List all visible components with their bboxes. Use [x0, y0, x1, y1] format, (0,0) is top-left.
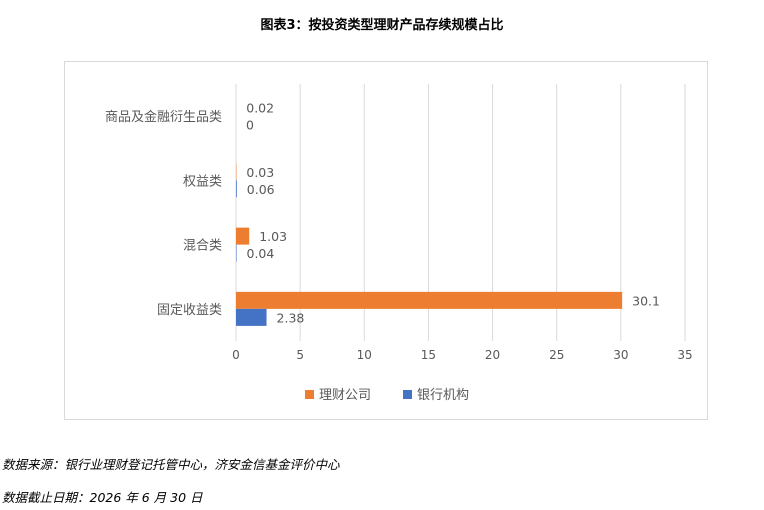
- bar-licai-gongsi: [236, 291, 623, 309]
- x-tick-label: 5: [296, 348, 304, 362]
- bar-chart: 0 5 10 15 20 25 30 35 商品及金融衍生品类 0.02 0 权益类 0.03 0.06 混…: [105, 84, 693, 403]
- data-label: 0.04: [247, 246, 275, 261]
- data-label: 0.02: [246, 101, 274, 116]
- data-label: 0.06: [247, 182, 275, 197]
- x-tick-label: 25: [549, 348, 564, 362]
- x-tick-label: 35: [677, 348, 692, 362]
- x-tick-label: 30: [613, 348, 628, 362]
- x-tick-label: 15: [421, 348, 436, 362]
- bar-yinhang-jigou: [236, 180, 237, 198]
- y-category-label: 权益类: [183, 173, 222, 189]
- bar-yinhang-jigou: [236, 244, 237, 262]
- legend-swatch-yinhang-jigou: [403, 390, 412, 399]
- data-label: 0: [246, 118, 254, 133]
- date-note: 数据截止日期：2026 年 6 月 30 日: [2, 490, 203, 505]
- figure-title: 图表3：按投资类型理财产品存续规模占比: [260, 18, 504, 33]
- bar-licai-gongsi: [236, 227, 250, 245]
- x-tick-label: 20: [485, 348, 500, 362]
- y-category-label: 固定收益类: [157, 303, 222, 318]
- x-tick-label: 0: [232, 348, 240, 362]
- data-label: 30.1: [632, 293, 660, 308]
- legend-swatch-licai-gongsi: [305, 390, 314, 399]
- legend-label: 理财公司: [319, 388, 371, 403]
- x-tick-label: 10: [357, 348, 372, 362]
- y-category-label: 商品及金融衍生品类: [105, 109, 222, 125]
- y-category-label: 混合类: [183, 239, 222, 254]
- bar-yinhang-jigou: [236, 308, 267, 326]
- chart-area: 0 5 10 15 20 25 30 35 商品及金融衍生品类 0.02 0 权益类 0.03 0.06 混…: [64, 61, 708, 420]
- data-label: 0.03: [246, 165, 274, 180]
- data-label: 1.03: [259, 229, 287, 244]
- legend-label: 银行机构: [417, 388, 469, 403]
- data-label: 2.38: [277, 310, 305, 325]
- source-note: 数据来源：银行业理财登记托管中心，济安金信基金评价中心: [2, 457, 340, 472]
